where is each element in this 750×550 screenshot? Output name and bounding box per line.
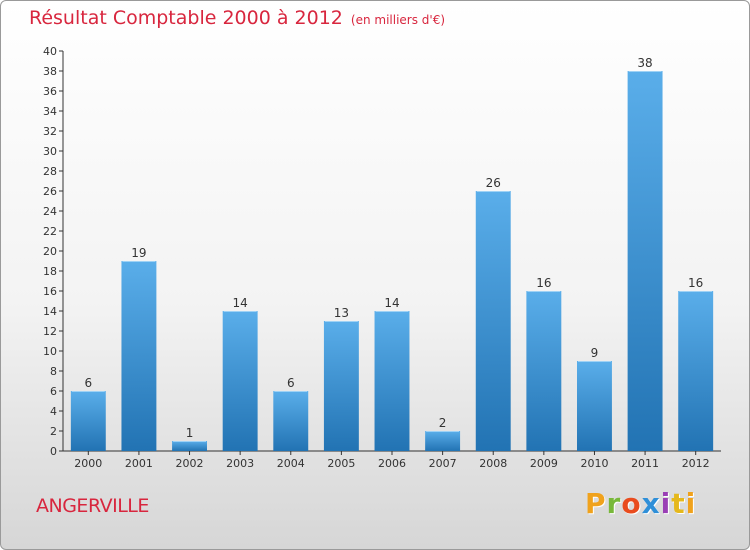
data-label: 13 — [334, 306, 349, 320]
bar — [121, 261, 157, 451]
data-label: 19 — [131, 246, 146, 260]
bar — [526, 291, 562, 451]
y-tick-label: 26 — [43, 185, 57, 198]
bar — [222, 311, 258, 451]
data-label: 1 — [186, 426, 194, 440]
y-tick-label: 22 — [43, 225, 57, 238]
data-label: 38 — [637, 56, 652, 70]
data-label: 16 — [536, 276, 551, 290]
bar — [172, 441, 208, 451]
bar — [475, 191, 511, 451]
y-tick-label: 30 — [43, 145, 57, 158]
bar — [678, 291, 714, 451]
y-tick-label: 14 — [43, 305, 57, 318]
x-tick-label: 2002 — [176, 457, 204, 470]
y-tick-label: 2 — [50, 425, 57, 438]
x-tick-label: 2006 — [378, 457, 406, 470]
y-tick-label: 8 — [50, 365, 57, 378]
y-tick-label: 12 — [43, 325, 57, 338]
y-tick-label: 10 — [43, 345, 57, 358]
data-label: 14 — [233, 296, 248, 310]
logo-letter: t — [671, 487, 686, 520]
data-label: 6 — [287, 376, 295, 390]
data-label: 16 — [688, 276, 703, 290]
chart-title-text: Résultat Comptable 2000 à 2012 — [29, 7, 343, 29]
data-label: 6 — [84, 376, 92, 390]
logo-letter: i — [660, 487, 672, 520]
x-tick-label: 2009 — [530, 457, 558, 470]
bar — [273, 391, 309, 451]
x-tick-label: 2008 — [479, 457, 507, 470]
x-tick-label: 2010 — [580, 457, 608, 470]
logo-letter: r — [606, 487, 622, 520]
bar — [627, 71, 663, 451]
logo-letter: i — [685, 487, 697, 520]
x-tick-label: 2000 — [74, 457, 102, 470]
data-label: 2 — [439, 416, 447, 430]
chart-title-unit: (en milliers d'€) — [350, 13, 446, 27]
bar-series: 6 19 1 14 6 13 14 2 26 16 9 38 16 — [70, 56, 714, 451]
proxiti-logo: Proxiti — [585, 487, 696, 520]
y-tick-label: 20 — [43, 245, 57, 258]
data-label: 14 — [384, 296, 399, 310]
bar — [425, 431, 461, 451]
logo-letter: o — [621, 487, 642, 520]
y-tick-label: 28 — [43, 165, 57, 178]
chart-title: Résultat Comptable 2000 à 2012 (en millie… — [29, 7, 445, 29]
x-tick-label: 2001 — [125, 457, 153, 470]
x-tick-label: 2012 — [682, 457, 710, 470]
x-tick-label: 2011 — [631, 457, 659, 470]
x-tick-label: 2003 — [226, 457, 254, 470]
logo-letter: x — [641, 487, 661, 520]
x-axis: 2000 2001 2002 2003 2004 2005 2006 2007 2008 2009… — [63, 450, 721, 470]
y-tick-label: 0 — [50, 445, 57, 458]
logo-letter: P — [585, 487, 607, 520]
y-tick-label: 36 — [43, 85, 57, 98]
x-tick-label: 2004 — [277, 457, 305, 470]
y-tick-label: 34 — [43, 105, 57, 118]
y-tick-label: 16 — [43, 285, 57, 298]
y-tick-label: 4 — [50, 405, 57, 418]
bar — [70, 391, 106, 451]
bar — [323, 321, 359, 451]
x-tick-label: 2007 — [429, 457, 457, 470]
y-tick-label: 40 — [43, 45, 57, 58]
bar — [374, 311, 410, 451]
y-tick-label: 32 — [43, 125, 57, 138]
y-tick-label: 38 — [43, 65, 57, 78]
y-tick-label: 24 — [43, 205, 57, 218]
x-tick-label: 2005 — [327, 457, 355, 470]
bar — [576, 361, 612, 451]
data-label: 9 — [591, 346, 599, 360]
y-tick-label: 18 — [43, 265, 57, 278]
data-label: 26 — [486, 176, 501, 190]
y-tick-label: 6 — [50, 385, 57, 398]
commune-name: ANGERVILLE — [36, 495, 149, 517]
